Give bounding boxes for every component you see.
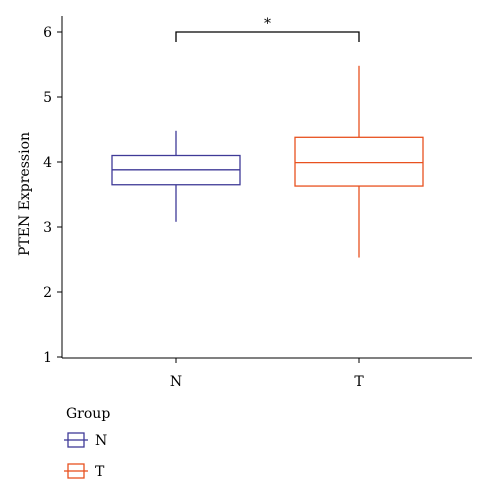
y-tick-label-6: 6 [43,25,52,41]
y-tick-label-5: 5 [43,90,52,106]
significance-line [175,31,360,42]
plot-area [111,65,424,258]
y-tick-label-4: 4 [43,155,52,171]
box-N [111,130,241,222]
significance-label: * [264,16,271,32]
legend: Group NT [64,406,110,480]
y-ticks: 1 2 3 4 5 6 [43,25,62,366]
significance-bracket: * [175,16,360,42]
y-axis-title: PTEN Expression [17,132,33,256]
x-tick-label-T: T [354,374,364,390]
y-tick-label-2: 2 [43,285,52,301]
legend-entry-T: T [64,463,105,480]
box-T [294,65,424,258]
legend-entry-N: N [64,432,107,449]
legend-title: Group [66,406,110,422]
box-iqr-T [294,136,424,187]
y-tick-label-1: 1 [43,350,52,366]
y-tick-label-3: 3 [43,220,52,236]
x-tick-label-N: N [170,374,182,390]
legend-label-T: T [95,464,105,480]
legend-label-N: N [95,433,107,449]
